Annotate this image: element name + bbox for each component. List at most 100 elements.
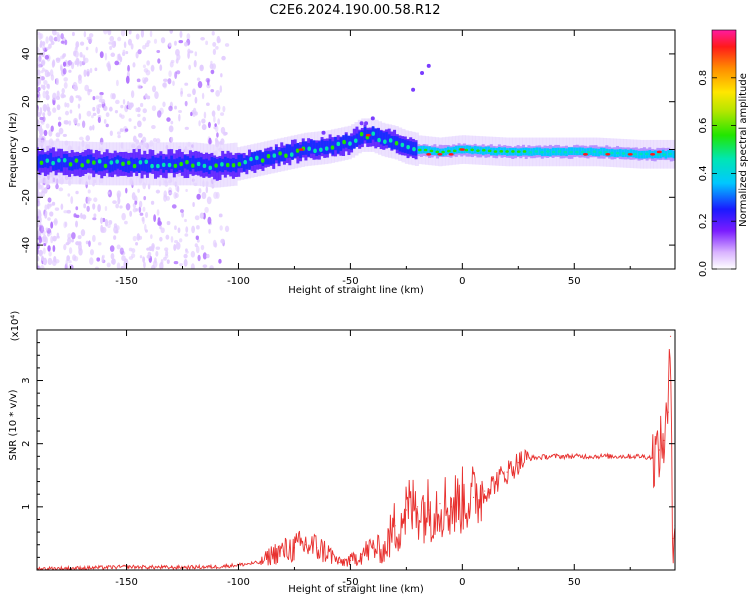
- heatmap-noise-cell: [57, 116, 62, 121]
- heatmap-noise-cell: [63, 81, 68, 89]
- snr-data-point: [450, 506, 452, 508]
- heatmap-core-cell: [449, 147, 453, 155]
- heatmap-core-cell: [54, 156, 58, 171]
- heatmap-noise-cell: [220, 73, 223, 78]
- heatmap-core-cell: [409, 141, 412, 155]
- heatmap-noise-cell: [116, 244, 121, 250]
- heatmap-peak-cell: [348, 141, 352, 146]
- bottom-y-tick-label: 1: [21, 504, 32, 510]
- heatmap-hot-cell: [582, 152, 588, 156]
- heatmap-noise-cell: [219, 85, 223, 93]
- heatmap-peak-cell: [319, 147, 323, 152]
- heatmap-noise-cell: [78, 74, 82, 81]
- heatmap-noise-cell: [75, 220, 78, 228]
- heatmap-noise-cell: [155, 250, 159, 257]
- heatmap-noise-cell: [54, 32, 60, 36]
- heatmap-peak-cell: [324, 146, 329, 151]
- heatmap-peak-cell: [423, 148, 428, 152]
- heatmap-noise-cell: [87, 196, 91, 205]
- heatmap-noise-cell: [79, 51, 83, 58]
- heatmap-noise-cell: [64, 39, 68, 46]
- snr-data-point: [428, 509, 430, 511]
- heatmap-peak-cell: [447, 149, 451, 153]
- heatmap-noise-cell: [143, 261, 146, 269]
- bottom-x-tick-label: -150: [115, 577, 138, 588]
- heatmap-peak-cell: [103, 163, 108, 169]
- heatmap-core-cell: [170, 155, 173, 169]
- heatmap-noise-cell: [95, 95, 100, 100]
- heatmap-noise-cell: [56, 90, 60, 98]
- heatmap-noise-cell: [137, 132, 143, 138]
- heatmap-noise-cell: [109, 45, 113, 51]
- heatmap-core-cell: [323, 140, 327, 155]
- heatmap-noise-cell: [132, 235, 137, 242]
- heatmap-noise-cell: [200, 244, 205, 251]
- heatmap-noise-cell: [103, 105, 108, 112]
- heatmap-core-cell: [393, 136, 396, 150]
- heatmap-noise-cell: [47, 197, 52, 203]
- heatmap-core-cell: [404, 139, 407, 153]
- heatmap-core-cell: [113, 156, 117, 171]
- heatmap-noise-cell: [62, 61, 67, 67]
- heatmap-noise-cell: [213, 115, 216, 123]
- heatmap-core-cell: [573, 147, 576, 156]
- heatmap-noise-cell: [207, 216, 212, 225]
- heatmap-peak-cell: [132, 163, 137, 169]
- heatmap-noise-cell: [107, 223, 111, 229]
- heatmap-noise-cell: [180, 87, 183, 94]
- heatmap-noise-cell: [137, 113, 141, 118]
- snr-data-point: [658, 449, 660, 451]
- heatmap-noise-cell: [117, 197, 121, 205]
- colorbar-tick-label: 0.2: [698, 213, 709, 229]
- heatmap-noise-cell: [179, 30, 183, 38]
- heatmap-feature-cell: [359, 121, 364, 126]
- heatmap-core-cell: [154, 157, 157, 171]
- heatmap-noise-cell: [168, 125, 174, 133]
- heatmap-noise-cell: [45, 46, 50, 50]
- heatmap-noise-cell: [117, 36, 122, 42]
- heatmap-noise-cell: [96, 107, 101, 115]
- heatmap-core-cell: [398, 138, 402, 152]
- top-x-tick-label: -150: [115, 276, 138, 287]
- heatmap-noise-cell: [61, 88, 65, 94]
- heatmap-noise-cell: [142, 64, 146, 69]
- heatmap-core-cell: [358, 131, 361, 145]
- heatmap-peak-cell: [126, 160, 131, 165]
- heatmap-core-cell: [385, 131, 388, 146]
- heatmap-core-cell: [304, 141, 308, 155]
- heatmap-core-cell: [433, 147, 437, 155]
- heatmap-noise-cell: [39, 116, 44, 121]
- heatmap-noise-cell: [80, 212, 83, 219]
- heatmap-peak-cell: [115, 159, 119, 164]
- heatmap-noise-cell: [44, 54, 50, 60]
- heatmap-noise-cell: [190, 111, 193, 117]
- heatmap-noise-cell: [60, 33, 64, 40]
- heatmap-noise-cell: [211, 30, 215, 36]
- heatmap-noise-cell: [198, 120, 201, 127]
- heatmap-noise-cell: [163, 256, 167, 261]
- heatmap-noise-cell: [99, 92, 104, 96]
- heatmap-noise-cell: [183, 41, 188, 47]
- heatmap-noise-cell: [93, 213, 97, 218]
- heatmap-noise-cell: [70, 196, 74, 205]
- heatmap-noise-cell: [143, 79, 147, 84]
- heatmap-hot-cell: [605, 152, 611, 156]
- heatmap-noise-cell: [84, 84, 90, 92]
- heatmap-core-cell: [468, 145, 472, 154]
- heatmap-noise-cell: [166, 259, 170, 264]
- heatmap-feature-cell: [321, 130, 326, 135]
- heatmap-noise-cell: [172, 80, 175, 87]
- heatmap-hot-cell: [656, 150, 662, 154]
- heatmap-noise-cell: [127, 102, 133, 111]
- heatmap-noise-cell: [46, 103, 50, 111]
- heatmap-noise-cell: [62, 54, 65, 59]
- bottom-x-ticks: -150 -100 -50 0 50: [70, 330, 631, 588]
- heatmap-noise-cell: [97, 241, 102, 246]
- heatmap-peak-cell: [255, 155, 259, 161]
- heatmap-noise-cell: [115, 99, 120, 105]
- heatmap-peak-cell: [522, 150, 527, 153]
- heatmap-noise-cell: [159, 236, 163, 242]
- heatmap-noise-cell: [97, 204, 101, 212]
- heatmap-noise-cell: [62, 68, 67, 75]
- heatmap-noise-cell: [136, 78, 141, 83]
